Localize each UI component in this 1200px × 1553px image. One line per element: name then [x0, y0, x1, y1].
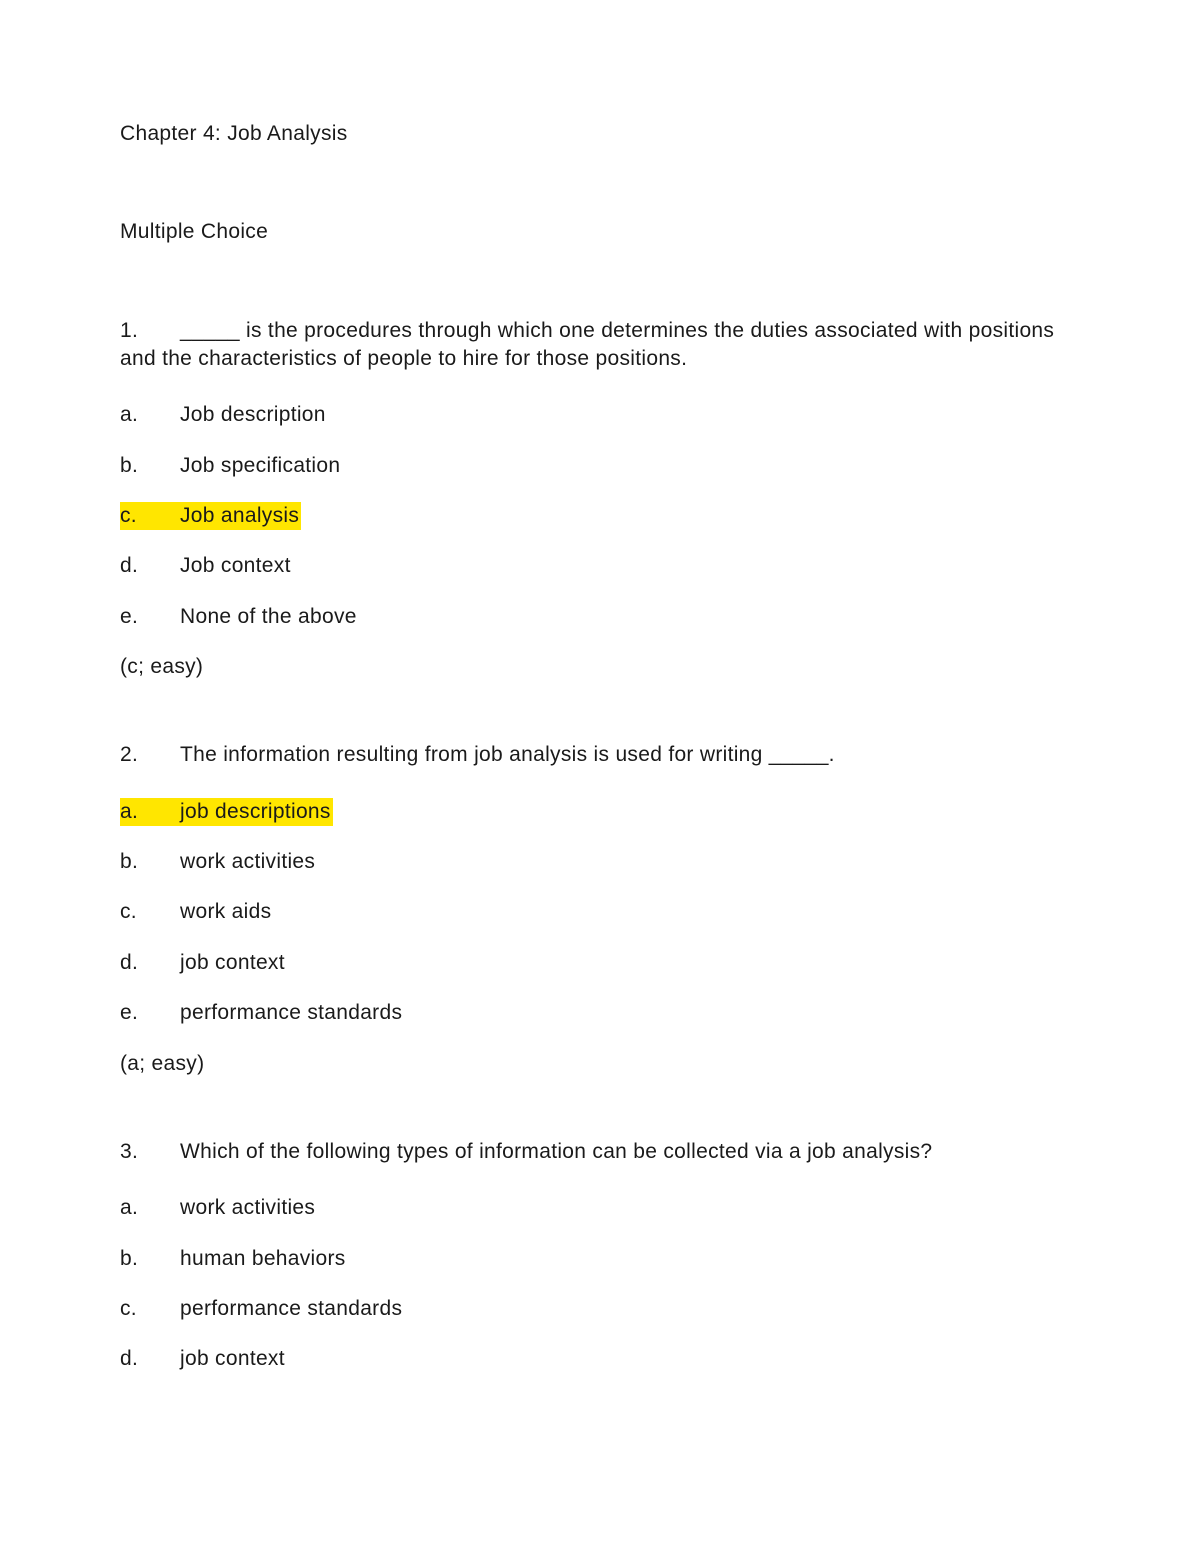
highlighted-option: a.job descriptions	[120, 798, 333, 826]
option-text: work activities	[180, 1196, 315, 1219]
option-row: a.job descriptions	[120, 798, 1080, 826]
option-text: job descriptions	[180, 800, 331, 823]
option-row: a.work activities	[120, 1194, 1080, 1222]
option-text: work aids	[180, 900, 271, 923]
option-text: job context	[180, 1347, 285, 1370]
option-letter: a.	[120, 798, 180, 826]
section-title: Multiple Choice	[120, 218, 1080, 246]
highlighted-option: c.Job analysis	[120, 502, 301, 530]
option-letter: d.	[120, 1345, 180, 1373]
question-block: 3.Which of the following types of inform…	[120, 1138, 1080, 1374]
option-letter: c.	[120, 502, 180, 530]
option-letter: d.	[120, 552, 180, 580]
option-text: human behaviors	[180, 1247, 346, 1270]
option-text: None of the above	[180, 605, 357, 628]
option-row: a.Job description	[120, 401, 1080, 429]
question-stem: 3.Which of the following types of inform…	[120, 1138, 1080, 1166]
option-row: d.job context	[120, 949, 1080, 977]
option-row: d.job context	[120, 1345, 1080, 1373]
option-letter: e.	[120, 603, 180, 631]
option-row: c.performance standards	[120, 1295, 1080, 1323]
option-letter: c.	[120, 1295, 180, 1323]
option-letter: b.	[120, 848, 180, 876]
option-letter: e.	[120, 999, 180, 1027]
option-row: d.Job context	[120, 552, 1080, 580]
answer-key: (c; easy)	[120, 653, 1080, 681]
option-row: e.None of the above	[120, 603, 1080, 631]
option-letter: b.	[120, 452, 180, 480]
question-block: 1._____ is the procedures through which …	[120, 317, 1080, 682]
option-text: job context	[180, 951, 285, 974]
option-row: b.Job specification	[120, 452, 1080, 480]
question-text: The information resulting from job analy…	[180, 743, 835, 766]
option-text: Job specification	[180, 454, 340, 477]
document-page: Chapter 4: Job Analysis Multiple Choice …	[0, 0, 1200, 1553]
option-letter: a.	[120, 401, 180, 429]
question-number: 2.	[120, 741, 180, 769]
option-row: b.human behaviors	[120, 1245, 1080, 1273]
option-letter: c.	[120, 898, 180, 926]
option-row: c.work aids	[120, 898, 1080, 926]
option-text: performance standards	[180, 1297, 402, 1320]
option-text: Job context	[180, 554, 291, 577]
question-number: 3.	[120, 1138, 180, 1166]
option-row: e.performance standards	[120, 999, 1080, 1027]
option-row: c.Job analysis	[120, 502, 1080, 530]
option-row: b.work activities	[120, 848, 1080, 876]
question-stem: 1._____ is the procedures through which …	[120, 317, 1080, 374]
question-number: 1.	[120, 317, 180, 345]
chapter-title: Chapter 4: Job Analysis	[120, 120, 1080, 148]
option-text: Job analysis	[180, 504, 299, 527]
question-text: Which of the following types of informat…	[180, 1140, 932, 1163]
question-text: _____ is the procedures through which on…	[120, 319, 1054, 370]
option-letter: d.	[120, 949, 180, 977]
option-letter: a.	[120, 1194, 180, 1222]
question-block: 2.The information resulting from job ana…	[120, 741, 1080, 1077]
question-stem: 2.The information resulting from job ana…	[120, 741, 1080, 769]
option-letter: b.	[120, 1245, 180, 1273]
option-text: work activities	[180, 850, 315, 873]
answer-key: (a; easy)	[120, 1050, 1080, 1078]
option-text: Job description	[180, 403, 326, 426]
option-text: performance standards	[180, 1001, 402, 1024]
